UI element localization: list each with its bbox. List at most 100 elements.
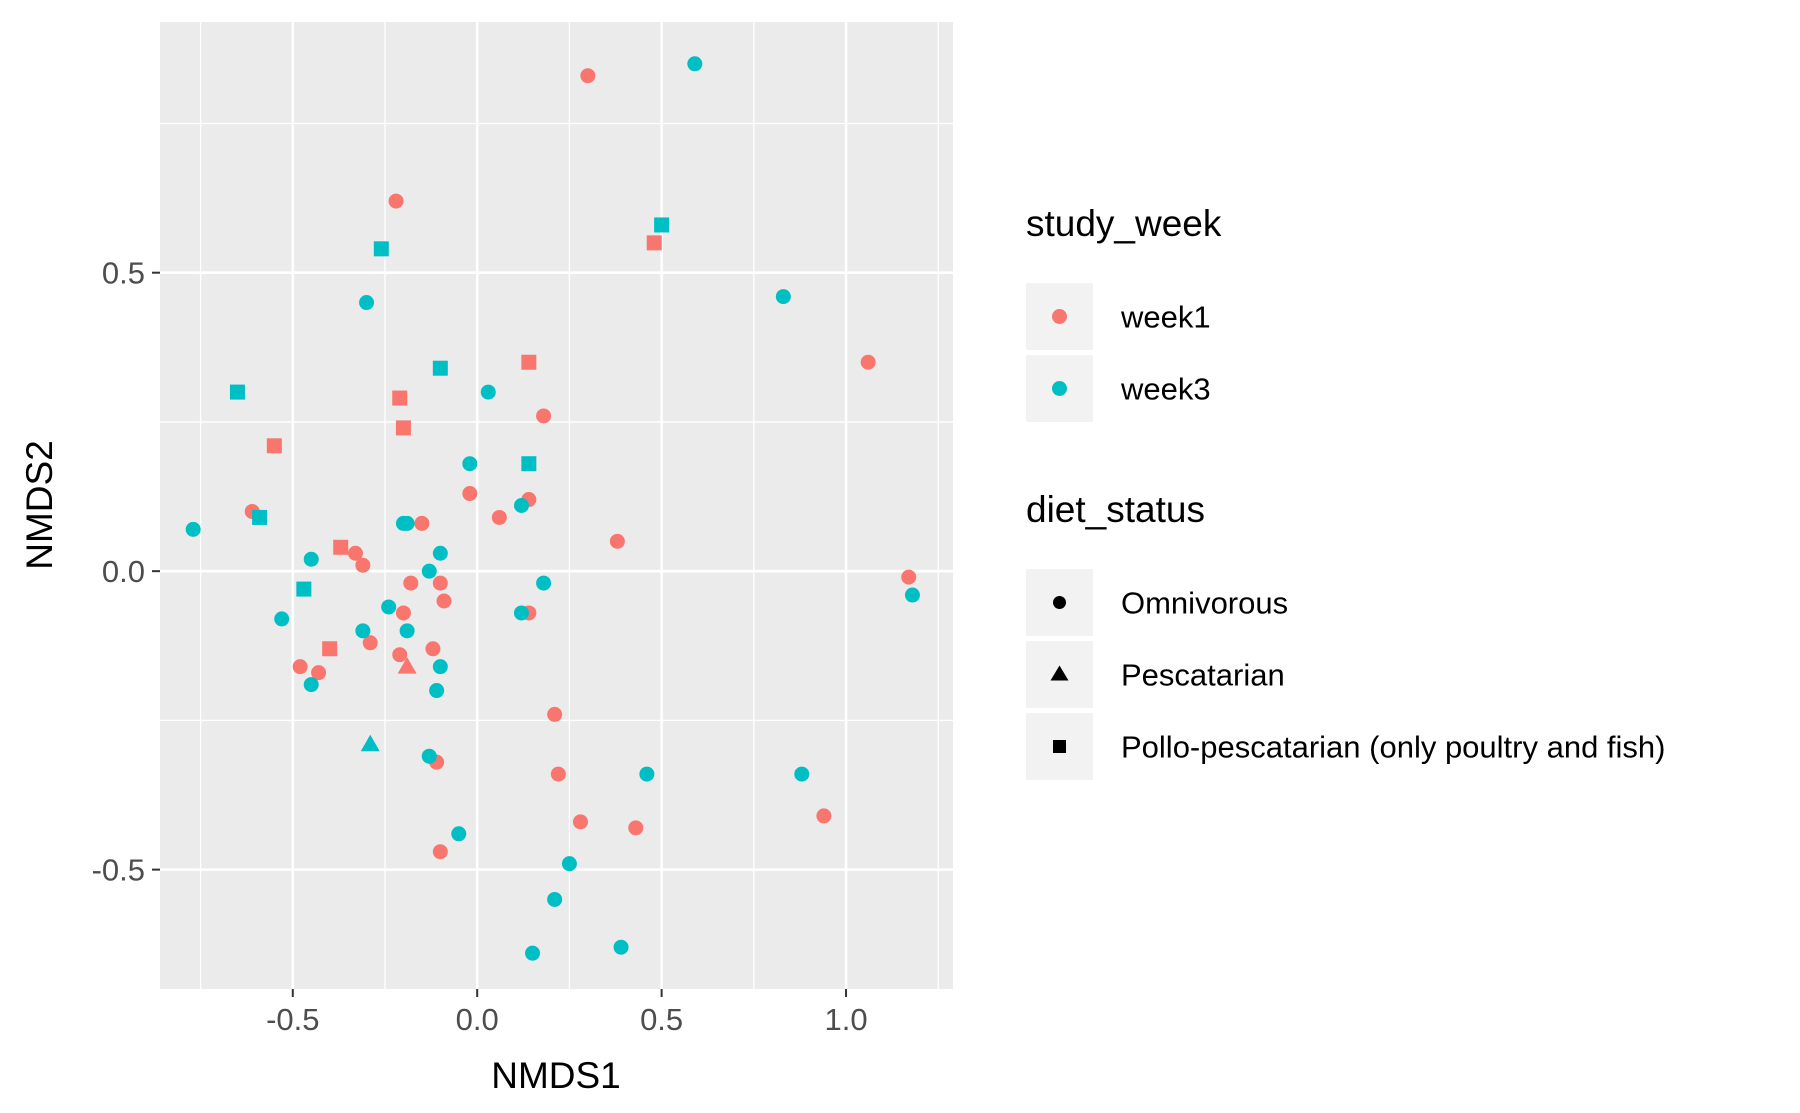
data-point-circle — [292, 659, 308, 675]
data-point-square — [395, 420, 411, 436]
legend-study_week: study_week week1 week3 — [1026, 203, 1222, 422]
y-tick-label: 0.0 — [102, 554, 145, 589]
data-point-square — [521, 354, 537, 370]
data-point-circle — [561, 856, 577, 872]
x-axis: -0.5 0.0 0.5 1.0 — [266, 989, 868, 1037]
data-point-circle — [303, 677, 319, 693]
data-point-triangle — [397, 657, 417, 674]
data-point-circle — [536, 408, 552, 424]
data-point-circle — [388, 193, 404, 209]
data-point-circle — [347, 545, 363, 561]
legend-label: Pollo-pescatarian (only poultry and fish… — [1121, 730, 1666, 765]
data-point-circle — [480, 384, 496, 400]
data-point-circle — [359, 295, 375, 311]
data-point-circle — [399, 515, 415, 531]
legend-key-symbol — [1050, 665, 1069, 681]
data-point-circle — [432, 545, 448, 561]
data-point-circle — [421, 748, 437, 764]
data-point-circle — [274, 611, 290, 627]
legend-label: Pescatarian — [1121, 658, 1285, 693]
data-point-circle — [303, 551, 319, 567]
data-point-square — [646, 235, 662, 251]
data-point-circle — [451, 826, 467, 842]
data-point-circle — [860, 354, 876, 370]
data-point-circle — [436, 593, 452, 609]
data-point-circle — [421, 563, 437, 579]
x-tick-label: 0.5 — [640, 1002, 683, 1037]
data-point-square — [229, 384, 245, 400]
y-tick-label: -0.5 — [92, 853, 145, 888]
data-point-circle — [311, 665, 327, 681]
data-point-circle — [432, 659, 448, 675]
data-point-square — [432, 360, 448, 376]
data-point-square — [392, 390, 408, 406]
data-point-square — [521, 456, 537, 472]
data-point-circle — [550, 766, 566, 782]
data-point-circle — [639, 766, 655, 782]
data-point-circle — [775, 289, 791, 305]
data-point-circle — [355, 623, 371, 639]
x-tick-label: 1.0 — [824, 1002, 867, 1037]
data-point-circle — [491, 509, 507, 525]
data-point-triangle — [360, 734, 380, 752]
data-point-square — [373, 241, 389, 257]
data-point-circle — [399, 623, 415, 639]
data-point-circle — [381, 599, 397, 615]
data-point-square — [322, 641, 338, 657]
legend-title: diet_status — [1026, 489, 1205, 530]
data-point-circle — [816, 808, 832, 824]
legend-key-symbol — [1052, 309, 1067, 324]
legend-diet_status: diet_status Omnivorous Pescatarian Pollo-pe… — [1026, 489, 1666, 780]
legend-title: study_week — [1026, 203, 1222, 244]
data-point-circle — [580, 68, 596, 84]
data-point-circle — [403, 575, 419, 591]
series-week1 — [244, 68, 917, 860]
data-point-circle — [355, 557, 371, 573]
data-point-square — [252, 509, 268, 525]
data-point-circle — [547, 891, 563, 907]
legend-label: week3 — [1120, 372, 1211, 407]
data-point-circle — [395, 605, 411, 621]
data-point-circle — [794, 766, 810, 782]
legend-key-symbol — [1053, 740, 1066, 753]
data-points — [185, 56, 920, 961]
y-axis: -0.5 0.0 0.5 — [92, 256, 160, 888]
legend-label: Omnivorous — [1121, 586, 1288, 621]
data-point-circle — [185, 521, 201, 537]
data-point-circle — [536, 575, 552, 591]
data-point-circle — [628, 820, 644, 836]
x-tick-label: -0.5 — [266, 1002, 319, 1037]
data-point-circle — [609, 533, 625, 549]
data-point-circle — [904, 587, 920, 603]
data-point-square — [296, 581, 312, 597]
legend-label: week1 — [1120, 300, 1211, 335]
legends: study_week week1 week3 diet_status Omnivorou… — [1026, 203, 1666, 780]
data-point-circle — [901, 569, 917, 585]
data-point-circle — [513, 605, 529, 621]
data-point-circle — [414, 515, 430, 531]
series-week3 — [185, 56, 920, 961]
data-point-square — [266, 438, 282, 454]
data-point-circle — [462, 486, 478, 502]
x-axis-title: NMDS1 — [491, 1055, 621, 1096]
plot-panel — [160, 22, 953, 989]
data-point-circle — [525, 945, 541, 961]
data-point-square — [654, 217, 670, 233]
y-axis-title: NMDS2 — [19, 440, 60, 570]
legend-key-symbol — [1053, 596, 1066, 609]
data-point-circle — [462, 456, 478, 472]
data-point-circle — [432, 575, 448, 591]
major-gridlines — [160, 22, 953, 989]
data-point-circle — [513, 498, 529, 513]
data-point-circle — [572, 814, 588, 830]
data-point-circle — [687, 56, 703, 72]
x-tick-label: 0.0 — [456, 1002, 499, 1037]
data-point-circle — [432, 844, 448, 860]
legend-key-symbol — [1052, 381, 1067, 396]
data-point-square — [333, 539, 349, 555]
data-point-circle — [362, 635, 378, 651]
data-point-circle — [425, 641, 441, 657]
data-point-circle — [613, 939, 629, 955]
data-point-circle — [429, 683, 445, 699]
